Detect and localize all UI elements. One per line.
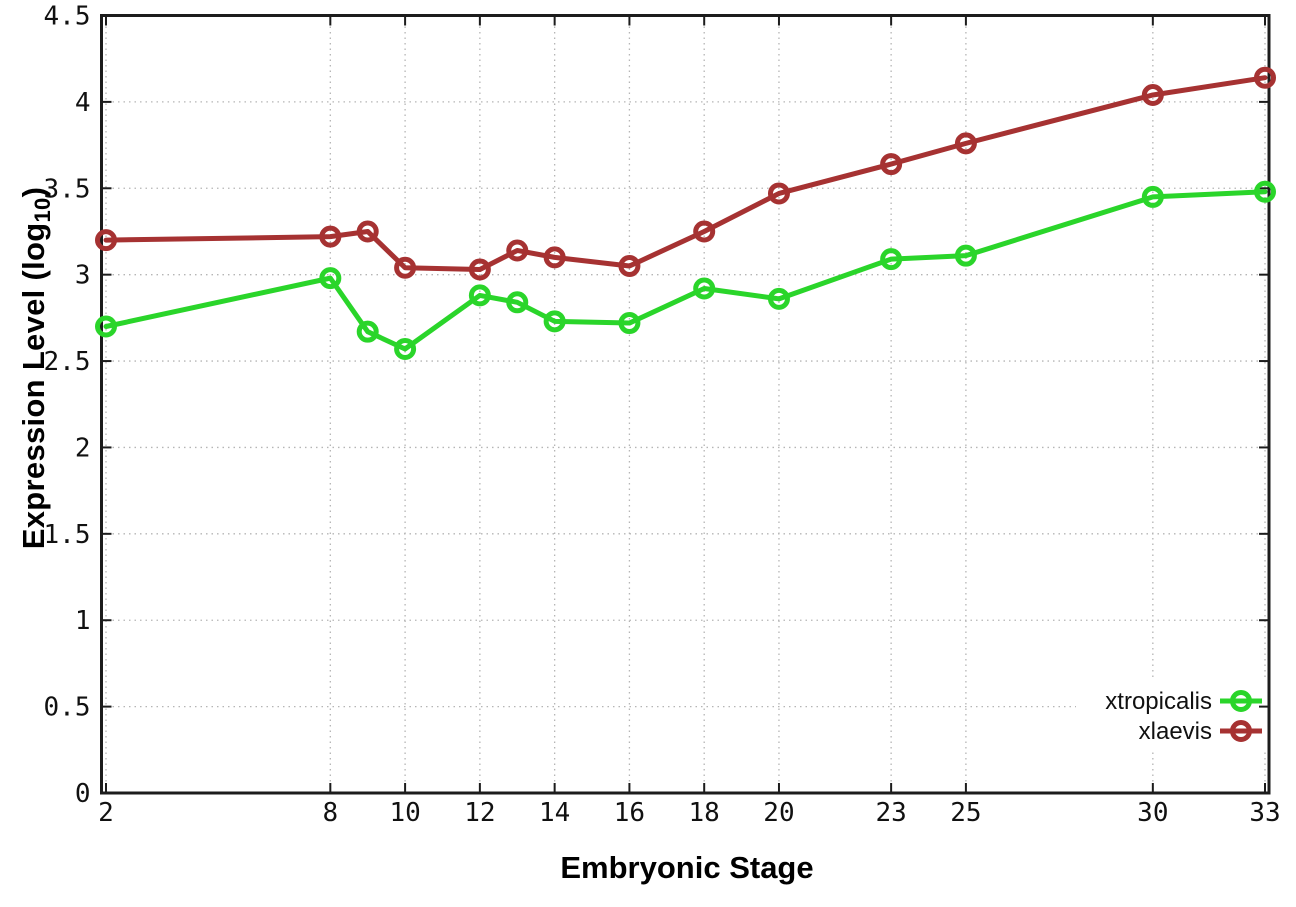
x-tick-label: 23: [875, 798, 906, 828]
y-tick-label: 0.5: [44, 693, 91, 723]
legend-label-xtropicalis: xtropicalis: [1105, 688, 1212, 715]
legend-marker-xtropicalis: [1230, 690, 1252, 712]
data-point-xlaevis: [693, 220, 716, 243]
data-point-xlaevis: [1254, 66, 1276, 89]
data-point-xtropicalis: [356, 320, 379, 343]
data-point-xlaevis: [319, 225, 342, 248]
x-tick-label: 25: [950, 798, 981, 828]
plot-border: [100, 14, 1271, 795]
data-point-xlaevis: [618, 255, 641, 278]
data-point-xtropicalis: [1141, 185, 1164, 208]
x-tick-label: 14: [539, 798, 570, 828]
data-point-xlaevis: [356, 220, 379, 243]
x-axis-label: Embryonic Stage: [560, 850, 814, 885]
data-point-xtropicalis: [468, 284, 491, 307]
legend-label-xlaevis: xlaevis: [1139, 718, 1212, 745]
data-point-xtropicalis: [880, 248, 903, 271]
data-point-xlaevis: [880, 153, 903, 176]
x-tick-label: 16: [614, 798, 645, 828]
data-point-xlaevis: [468, 258, 491, 281]
x-tick-label: 8: [322, 798, 338, 828]
y-axis-label-text: Expression Level (log: [16, 222, 51, 550]
data-point-xtropicalis: [767, 287, 790, 310]
x-tick-label: 33: [1249, 798, 1280, 828]
x-tick-label: 12: [464, 798, 495, 828]
data-point-xlaevis: [95, 229, 117, 252]
data-point-xtropicalis: [543, 310, 566, 333]
y-tick-label: 2: [75, 433, 91, 463]
y-axis-label-subscript: 10: [30, 197, 55, 223]
y-tick-label: 3.5: [44, 174, 91, 204]
data-point-xlaevis: [394, 256, 417, 279]
data-point-xlaevis: [954, 132, 977, 155]
series-line-xtropicalis: [103, 189, 1268, 352]
x-tick-label: 10: [389, 798, 420, 828]
y-axis-label-suffix: ): [16, 186, 51, 198]
data-point-xtropicalis: [954, 244, 977, 267]
data-point-xtropicalis: [319, 267, 342, 290]
y-tick-label: 4: [75, 88, 91, 118]
y-tick-label: 0: [75, 779, 91, 809]
data-point-xlaevis: [1141, 83, 1164, 106]
x-tick-label: 30: [1137, 798, 1168, 828]
x-tick-label: 18: [689, 798, 720, 828]
data-point-xtropicalis: [394, 337, 417, 360]
y-axis-label: Expression Level (log10): [16, 187, 56, 549]
data-point-xtropicalis: [506, 291, 529, 314]
x-tick-label: 20: [763, 798, 794, 828]
y-tick-label: 1.5: [44, 520, 91, 550]
data-point-xtropicalis: [1254, 180, 1276, 203]
y-tick-label: 2.5: [44, 347, 91, 377]
y-tick-label: 1: [75, 606, 91, 636]
data-point-xlaevis: [543, 246, 566, 269]
data-point-xlaevis: [767, 182, 790, 205]
y-tick-label: 4.5: [44, 2, 91, 32]
x-tick-label: 2: [98, 798, 114, 828]
data-point-xlaevis: [506, 239, 529, 262]
legend-marker-xlaevis: [1230, 720, 1252, 742]
data-point-xtropicalis: [95, 315, 117, 338]
data-point-xtropicalis: [618, 312, 641, 335]
series-line-xlaevis: [103, 75, 1268, 272]
data-point-xtropicalis: [693, 277, 716, 300]
y-tick-label: 3: [75, 261, 91, 291]
